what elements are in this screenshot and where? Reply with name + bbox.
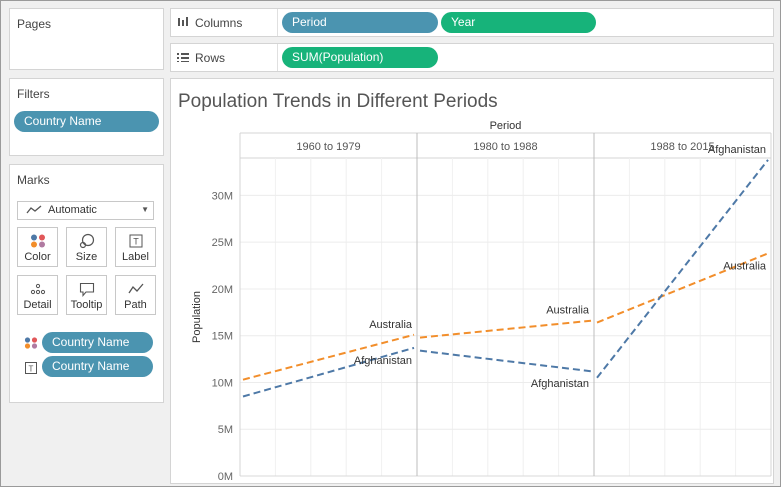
y-axis-label: Population [191, 291, 203, 343]
y-tick-label: 0M [218, 471, 233, 483]
mark-type-label: Automatic [48, 204, 97, 216]
chevron-down-icon: ▼ [141, 205, 149, 214]
filters-title: Filters [17, 87, 50, 101]
panel-header-1: 1980 to 1988 [473, 141, 537, 153]
columns-shelf[interactable]: Columns Period Year [170, 8, 774, 37]
period-header: Period [490, 120, 522, 132]
australia-line-segment [596, 252, 769, 324]
y-tick-label: 30M [212, 190, 233, 202]
panel-header-2: 1988 to 2015 [650, 141, 714, 153]
column-pill-period[interactable]: Period [282, 12, 438, 33]
size-icon [67, 233, 106, 249]
australia-data-label: Australia [369, 319, 413, 331]
afghanistan-data-label: Afghanistan [354, 355, 412, 367]
australia-data-label: Australia [546, 305, 590, 317]
y-tick-label: 25M [212, 237, 233, 249]
mark-type-dropdown[interactable]: Automatic ▼ [17, 201, 154, 220]
path-button[interactable]: Path [115, 275, 156, 315]
tooltip-button-label: Tooltip [70, 299, 103, 311]
size-button[interactable]: Size [66, 227, 107, 267]
australia-line-segment [242, 333, 415, 381]
detail-icon [18, 281, 57, 297]
label-encoding-icon: T [25, 361, 37, 379]
detail-button[interactable]: Detail [17, 275, 58, 315]
columns-icon [177, 16, 189, 30]
columns-label-text: Columns [195, 15, 243, 30]
color-button-label: Color [24, 251, 51, 263]
chart-title: Population Trends in Different Periods [178, 91, 498, 112]
size-button-label: Size [75, 251, 98, 263]
y-tick-label: 5M [218, 424, 233, 436]
detail-button-label: Detail [23, 299, 52, 311]
afghanistan-data-label: Afghanistan [708, 144, 766, 156]
path-button-label: Path [124, 299, 147, 311]
marks-title: Marks [17, 173, 50, 187]
afghanistan-line-segment [596, 159, 769, 379]
label-button[interactable]: T Label [115, 227, 156, 267]
y-tick-label: 15M [212, 331, 233, 343]
svg-text:T: T [29, 365, 34, 374]
line-chart: Period 1960 to 1979 1980 to 1988 1988 to 20… [191, 120, 772, 483]
columns-label: Columns [177, 9, 242, 36]
label-button-label: Label [122, 251, 149, 263]
afghanistan-line-segment [419, 349, 592, 373]
rows-icon [177, 51, 189, 65]
afghanistan-data-label: Afghanistan [531, 378, 589, 390]
svg-text:T: T [133, 237, 139, 247]
y-tick-label: 20M [212, 284, 233, 296]
column-pill-year[interactable]: Year [441, 12, 596, 33]
rows-label: Rows [177, 44, 225, 71]
label-encoding-pill[interactable]: Country Name [42, 356, 153, 377]
marks-card: Marks Automatic ▼ Color Size T Label [9, 164, 164, 403]
tooltip-button[interactable]: Tooltip [66, 275, 107, 315]
rows-label-text: Rows [195, 50, 226, 65]
color-encoding-pill[interactable]: Country Name [42, 332, 153, 353]
panel-header-0: 1960 to 1979 [296, 141, 360, 153]
viz-canvas: Population Trends in Different Periods P… [170, 78, 774, 484]
afghanistan-line-segment [242, 346, 415, 398]
line-mark-icon [26, 205, 42, 218]
filters-card[interactable]: Filters Country Name [9, 78, 164, 156]
path-icon [116, 281, 155, 297]
color-icon [18, 233, 57, 249]
australia-data-label: Australia [723, 260, 767, 272]
pages-card[interactable]: Pages [9, 8, 164, 70]
tooltip-icon [67, 281, 106, 297]
color-button[interactable]: Color [17, 227, 58, 267]
pages-title: Pages [17, 17, 52, 31]
filter-pill-country-name[interactable]: Country Name [14, 111, 159, 132]
australia-line-segment [419, 319, 592, 339]
color-encoding-icon [24, 336, 38, 354]
label-icon: T [116, 233, 155, 249]
y-tick-label: 10M [212, 377, 233, 389]
rows-shelf[interactable]: Rows SUM(Population) [170, 43, 774, 72]
row-pill-sum-population[interactable]: SUM(Population) [282, 47, 438, 68]
